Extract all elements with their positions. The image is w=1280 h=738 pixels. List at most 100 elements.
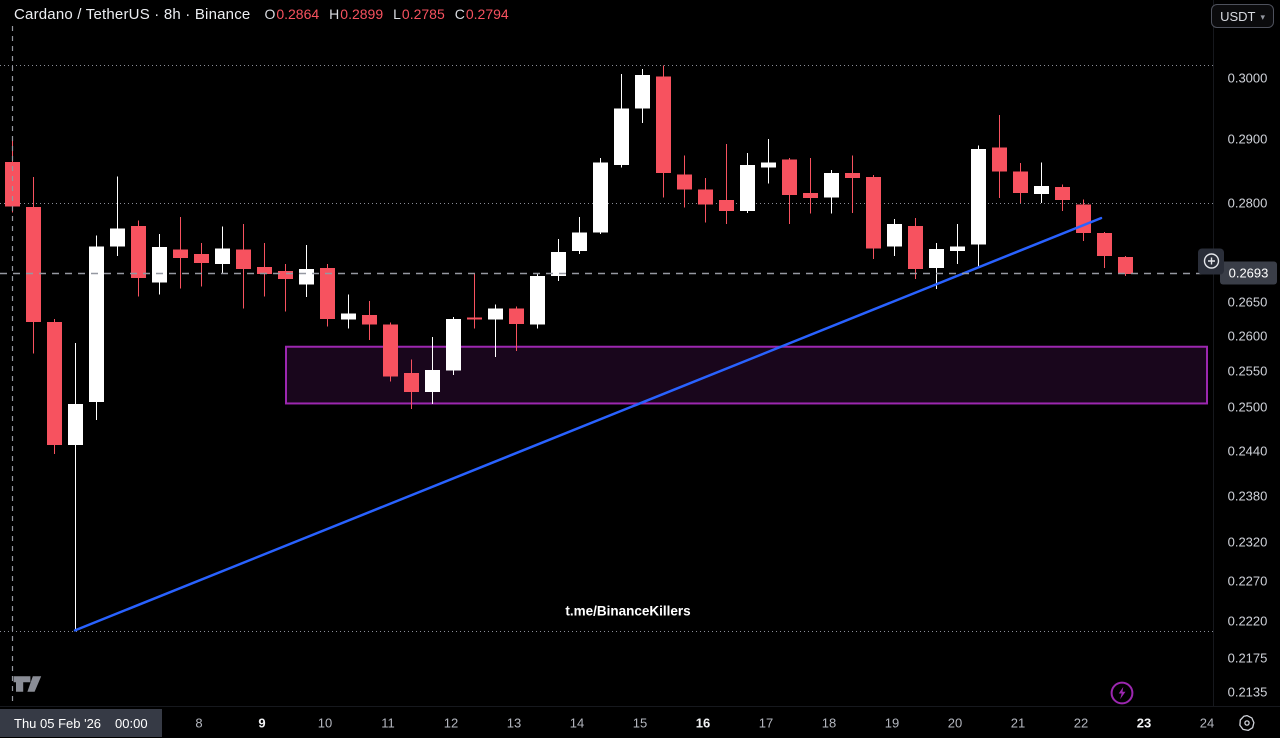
candle[interactable] (320, 264, 335, 327)
currency-dropdown-button[interactable]: USDT ▾ (1211, 4, 1274, 28)
price-tick-label: 0.2900 (1227, 131, 1268, 147)
candle[interactable] (47, 319, 62, 454)
candle[interactable] (194, 242, 209, 287)
candle[interactable] (446, 316, 461, 375)
price-tick-label: 0.2500 (1227, 399, 1268, 415)
candle[interactable] (467, 272, 482, 329)
candle[interactable] (299, 244, 314, 298)
candle[interactable] (1034, 162, 1049, 204)
candle[interactable] (845, 155, 860, 213)
trendline-drawing[interactable] (73, 216, 1103, 632)
candle[interactable] (404, 359, 419, 410)
currency-label: USDT (1220, 8, 1256, 24)
candle[interactable] (929, 242, 944, 290)
candle[interactable] (110, 176, 125, 257)
candle[interactable] (215, 226, 230, 275)
price-tick-label: 0.2220 (1227, 613, 1268, 629)
candle[interactable] (68, 343, 83, 631)
candle[interactable] (572, 216, 587, 255)
tradingview-logo-icon (13, 676, 42, 692)
candle[interactable] (1118, 256, 1133, 277)
time-tick-label: 22 (1073, 715, 1089, 731)
lightning-icon (1110, 681, 1134, 705)
candle[interactable] (488, 304, 503, 358)
candle[interactable] (698, 178, 713, 223)
candle[interactable] (1097, 231, 1112, 269)
chevron-down-icon: ▾ (1260, 11, 1265, 22)
candle[interactable] (677, 155, 692, 208)
candle[interactable] (1013, 163, 1028, 204)
ohlc-pair: L 0.2785 (393, 6, 445, 22)
time-axis[interactable]: Thu 05 Feb '26 00:00 8 9 10 11 12 13 14 15 16 17 1… (0, 706, 1280, 738)
candle[interactable] (656, 65, 671, 198)
add-alert-button[interactable] (1198, 248, 1224, 275)
candle[interactable] (1055, 184, 1070, 211)
crosshair-price-label: 0.2693 (1198, 248, 1277, 285)
candle[interactable] (593, 158, 608, 234)
time-tick-label: 15 (632, 715, 648, 731)
candle[interactable] (824, 169, 839, 214)
candle[interactable] (635, 69, 650, 124)
axis-settings-button[interactable] (1238, 714, 1256, 732)
circle-plus-icon (1203, 253, 1219, 270)
candle[interactable] (740, 152, 755, 213)
symbol-title[interactable]: Cardano / TetherUS · 8h · Binance (14, 5, 251, 23)
ohlc-pair: H 0.2899 (329, 6, 384, 22)
candle[interactable] (341, 294, 356, 329)
price-axis[interactable]: 0.2693 0.3000 0.2900 0.2800 0.2650 0.2600 0.2… (1198, 0, 1280, 706)
candle[interactable] (782, 158, 797, 224)
price-tick-label: 0.2800 (1227, 195, 1268, 211)
time-tick-label: 14 (569, 715, 585, 731)
ohlc-readout: O 0.2864 H 0.2899 L 0.2785 C 0.2794 (264, 6, 508, 22)
time-tick-label: 21 (1010, 715, 1026, 731)
crosshair-date-label: Thu 05 Feb '26 00:00 (0, 709, 162, 737)
candle[interactable] (950, 223, 965, 265)
candle[interactable] (719, 144, 734, 224)
candle[interactable] (131, 220, 146, 297)
candle[interactable] (803, 158, 818, 214)
candle[interactable] (425, 336, 440, 405)
time-tick-label: 17 (758, 715, 774, 731)
candle[interactable] (614, 73, 629, 168)
time-tick-label: 19 (884, 715, 900, 731)
candle[interactable] (383, 322, 398, 382)
candle[interactable] (866, 175, 881, 259)
chart-header: Cardano / TetherUS · 8h · Binance O 0.286… (14, 0, 509, 28)
price-tick-label: 0.2550 (1227, 363, 1268, 379)
candle[interactable] (257, 242, 272, 297)
candle[interactable] (173, 216, 188, 289)
candle[interactable] (530, 272, 545, 329)
tradingview-logo[interactable] (13, 672, 43, 696)
candle[interactable] (509, 306, 524, 351)
candle[interactable] (26, 176, 41, 354)
candle[interactable] (152, 233, 167, 295)
candle[interactable] (761, 139, 776, 184)
candle[interactable] (971, 145, 986, 269)
crosshair-time: 00:00 (115, 715, 148, 731)
chart-pane[interactable] (0, 0, 1213, 706)
candle[interactable] (362, 301, 377, 340)
candle[interactable] (89, 235, 104, 421)
price-tick-label: 0.2600 (1227, 328, 1268, 344)
gear-icon (1239, 714, 1255, 732)
time-tick-label: 8 (195, 715, 203, 731)
price-tick-label: 0.2270 (1227, 573, 1268, 589)
candle[interactable] (551, 239, 566, 281)
ohlc-pair: C 0.2794 (454, 6, 509, 22)
candle[interactable] (1076, 199, 1091, 241)
candle[interactable] (236, 223, 251, 309)
price-tick-label: 0.2440 (1227, 443, 1268, 459)
candle[interactable] (887, 218, 902, 257)
price-tick-label: 0.2175 (1227, 650, 1268, 666)
candle[interactable] (992, 115, 1007, 199)
candle[interactable] (278, 264, 293, 312)
flash-button[interactable] (1110, 681, 1135, 706)
candle[interactable] (908, 218, 923, 279)
time-tick-label: 24 (1199, 715, 1215, 731)
price-tick-label: 0.2650 (1227, 294, 1268, 310)
time-tick-label: 9 (258, 715, 266, 731)
candlestick-chart[interactable] (0, 0, 1213, 706)
price-tick-label: 0.2380 (1227, 488, 1268, 504)
support-zone-rectangle[interactable] (285, 345, 1208, 405)
crosshair-date: Thu 05 Feb '26 (14, 715, 102, 731)
